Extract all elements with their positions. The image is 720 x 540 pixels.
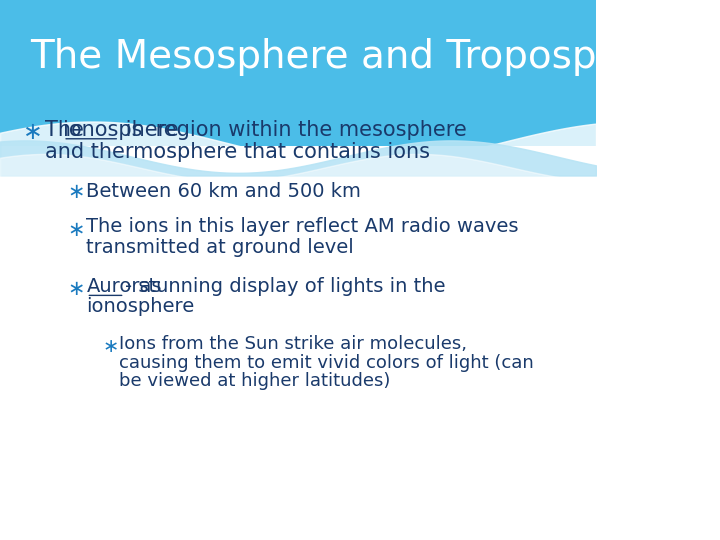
Text: ionosphere: ionosphere <box>86 297 194 316</box>
Text: ionosphere: ionosphere <box>63 119 179 140</box>
Text: transmitted at ground level: transmitted at ground level <box>86 238 354 257</box>
Text: Between 60 km and 500 km: Between 60 km and 500 km <box>86 182 361 201</box>
Text: The: The <box>45 119 90 140</box>
Text: The Mesosphere and Troposphere: The Mesosphere and Troposphere <box>30 38 684 76</box>
Text: causing them to emit vivid colors of light (can: causing them to emit vivid colors of lig… <box>120 354 534 372</box>
Text: Auroras: Auroras <box>86 276 162 296</box>
FancyBboxPatch shape <box>0 0 596 146</box>
Text: ∗: ∗ <box>68 279 85 299</box>
Text: ∗: ∗ <box>102 337 119 356</box>
Text: The ions in this layer reflect AM radio waves: The ions in this layer reflect AM radio … <box>86 217 519 237</box>
Text: ∗: ∗ <box>68 219 85 240</box>
Text: be viewed at higher latitudes): be viewed at higher latitudes) <box>120 372 390 390</box>
Text: and thermosphere that contains ions: and thermosphere that contains ions <box>45 142 430 163</box>
Text: Ions from the Sun strike air molecules,: Ions from the Sun strike air molecules, <box>120 335 467 353</box>
Text: ∗: ∗ <box>68 181 85 202</box>
Text: - stunning display of lights in the: - stunning display of lights in the <box>125 276 445 296</box>
Text: is  region within the mesosphere: is region within the mesosphere <box>120 119 467 140</box>
Text: ∗: ∗ <box>23 120 42 144</box>
